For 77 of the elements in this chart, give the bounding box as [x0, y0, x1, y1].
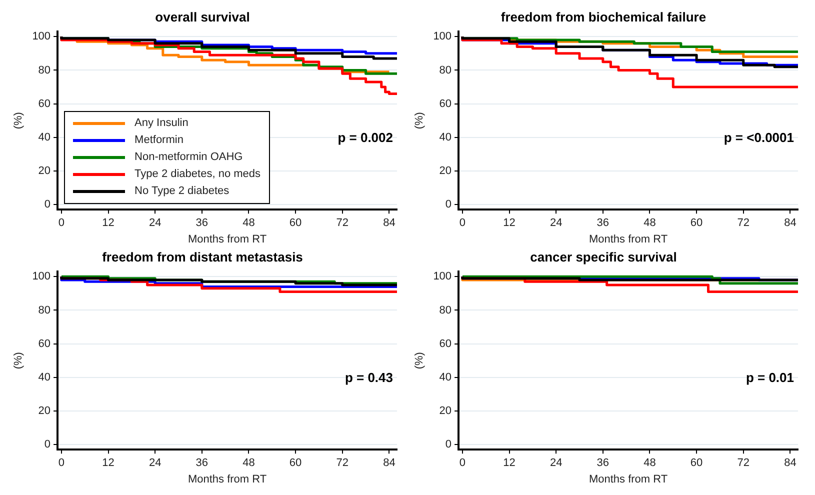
annotation: p = 0.43 — [344, 370, 393, 385]
x-tick-label: 0 — [459, 217, 466, 230]
x-tick-label: 60 — [690, 457, 703, 470]
legend-label: Metformin — [134, 134, 184, 146]
y-axis-title: (%) — [12, 352, 25, 370]
y-tick-label: 60 — [439, 98, 452, 110]
x-tick-label: 72 — [336, 457, 348, 470]
x-tick-label: 0 — [58, 217, 65, 230]
y-tick-label: 100 — [433, 30, 452, 43]
x-tick-label: 12 — [102, 457, 114, 470]
chart-title: overall survival — [155, 9, 250, 24]
annotation: p = 0.01 — [746, 370, 794, 385]
x-tick-label: 12 — [102, 217, 114, 230]
x-tick-label: 84 — [383, 217, 396, 230]
y-tick-label: 80 — [439, 64, 452, 76]
x-tick-label: 84 — [383, 457, 396, 470]
x-tick-label: 36 — [596, 217, 610, 230]
x-tick-label: 72 — [737, 217, 750, 230]
y-tick-label: 100 — [32, 30, 51, 43]
y-tick-label: 0 — [445, 438, 452, 451]
x-tick-label: 60 — [289, 217, 302, 230]
y-tick-label: 40 — [439, 371, 452, 384]
y-tick-label: 20 — [439, 165, 452, 178]
x-tick-label: 24 — [148, 457, 162, 470]
y-tick-label: 60 — [38, 338, 51, 350]
y-tick-label: 40 — [439, 131, 452, 144]
x-axis-title: Months from RT — [188, 473, 267, 486]
x-tick-label: 12 — [503, 457, 516, 470]
x-tick-label: 84 — [784, 217, 796, 230]
x-tick-label: 24 — [148, 217, 162, 230]
y-tick-label: 80 — [439, 304, 452, 316]
y-tick-label: 80 — [38, 304, 51, 316]
y-tick-label: 100 — [433, 270, 452, 283]
y-tick-label: 80 — [38, 64, 51, 76]
y-tick-label: 20 — [439, 405, 452, 418]
x-tick-label: 24 — [550, 457, 562, 470]
y-axis-title: (%) — [12, 112, 25, 130]
x-tick-label: 84 — [784, 457, 796, 470]
y-axis-title: (%) — [414, 112, 426, 130]
y-tick-label: 0 — [44, 198, 51, 211]
x-tick-label: 60 — [289, 457, 302, 470]
y-tick-label: 20 — [38, 405, 51, 418]
x-tick-label: 24 — [550, 217, 562, 230]
x-axis-title: Months from RT — [588, 473, 668, 486]
x-tick-label: 36 — [596, 457, 610, 470]
x-axis-title: Months from RT — [588, 233, 668, 246]
x-tick-label: 0 — [459, 457, 466, 470]
annotation: p = <0.0001 — [724, 130, 794, 145]
chart-title: freedom from distant metastasis — [102, 249, 303, 264]
y-tick-label: 0 — [44, 438, 51, 451]
y-tick-label: 60 — [38, 98, 51, 110]
x-tick-label: 12 — [503, 217, 516, 230]
x-tick-label: 60 — [690, 217, 703, 230]
x-tick-label: 36 — [196, 457, 208, 470]
x-tick-label: 48 — [242, 457, 255, 470]
y-tick-label: 60 — [439, 338, 452, 350]
y-tick-label: 40 — [38, 131, 51, 144]
y-tick-label: 40 — [38, 371, 51, 384]
annotation: p = 0.002 — [338, 130, 393, 145]
x-tick-label: 48 — [644, 457, 656, 470]
chart-title: freedom from biochemical failure — [500, 9, 706, 24]
y-tick-label: 100 — [32, 270, 51, 283]
y-axis-title: (%) — [414, 352, 426, 370]
legend-label: Non-metformin OAHG — [134, 151, 243, 164]
x-tick-label: 48 — [644, 217, 656, 230]
legend-label: Any Insulin — [134, 117, 188, 130]
x-tick-label: 48 — [242, 217, 255, 230]
legend-label: Type 2 diabetes, no meds — [134, 168, 261, 180]
y-tick-label: 0 — [445, 198, 452, 211]
y-tick-label: 20 — [38, 165, 51, 178]
chart-title: cancer specific survival — [530, 249, 677, 264]
x-tick-label: 36 — [196, 217, 208, 230]
x-tick-label: 72 — [336, 217, 348, 230]
x-tick-label: 72 — [737, 457, 750, 470]
legend-label: No Type 2 diabetes — [134, 185, 230, 198]
x-axis-title: Months from RT — [188, 233, 267, 246]
x-tick-label: 0 — [58, 457, 65, 470]
